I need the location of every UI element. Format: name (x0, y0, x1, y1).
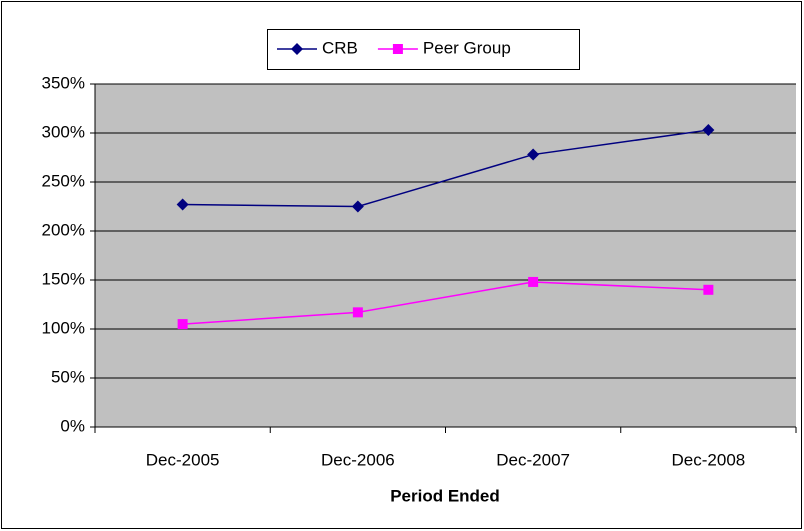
data-point (527, 148, 540, 161)
y-tick-label: 350% (42, 73, 85, 92)
data-point (176, 198, 189, 211)
y-tick-label: 50% (51, 367, 85, 386)
y-tick-label: 250% (42, 171, 85, 190)
y-tick-label: 0% (60, 416, 85, 435)
data-point (702, 124, 715, 137)
legend-box (267, 29, 580, 70)
y-tick-label: 100% (42, 318, 85, 337)
x-tick-label: Dec-2008 (672, 450, 746, 469)
series-line (182, 129, 709, 208)
y-tick-label: 200% (42, 220, 85, 239)
y-tick-label: 150% (42, 269, 85, 288)
data-point (352, 307, 363, 318)
data-point (177, 319, 188, 330)
legend (267, 29, 580, 70)
legend-marker (392, 44, 403, 54)
x-tick-label: Dec-2007 (496, 450, 570, 469)
legend-marker (291, 43, 303, 55)
legend-label: CRB (322, 38, 358, 57)
plot-area (95, 84, 796, 427)
legend-label: Peer Group (423, 38, 511, 57)
data-point (703, 284, 714, 295)
data-point (351, 200, 364, 213)
x-tick-label: Dec-2005 (146, 450, 220, 469)
x-axis-title: Period Ended (390, 486, 500, 505)
data-point (528, 276, 539, 287)
series-line (182, 281, 709, 325)
x-tick-label: Dec-2006 (321, 450, 395, 469)
y-tick-label: 300% (42, 122, 85, 141)
